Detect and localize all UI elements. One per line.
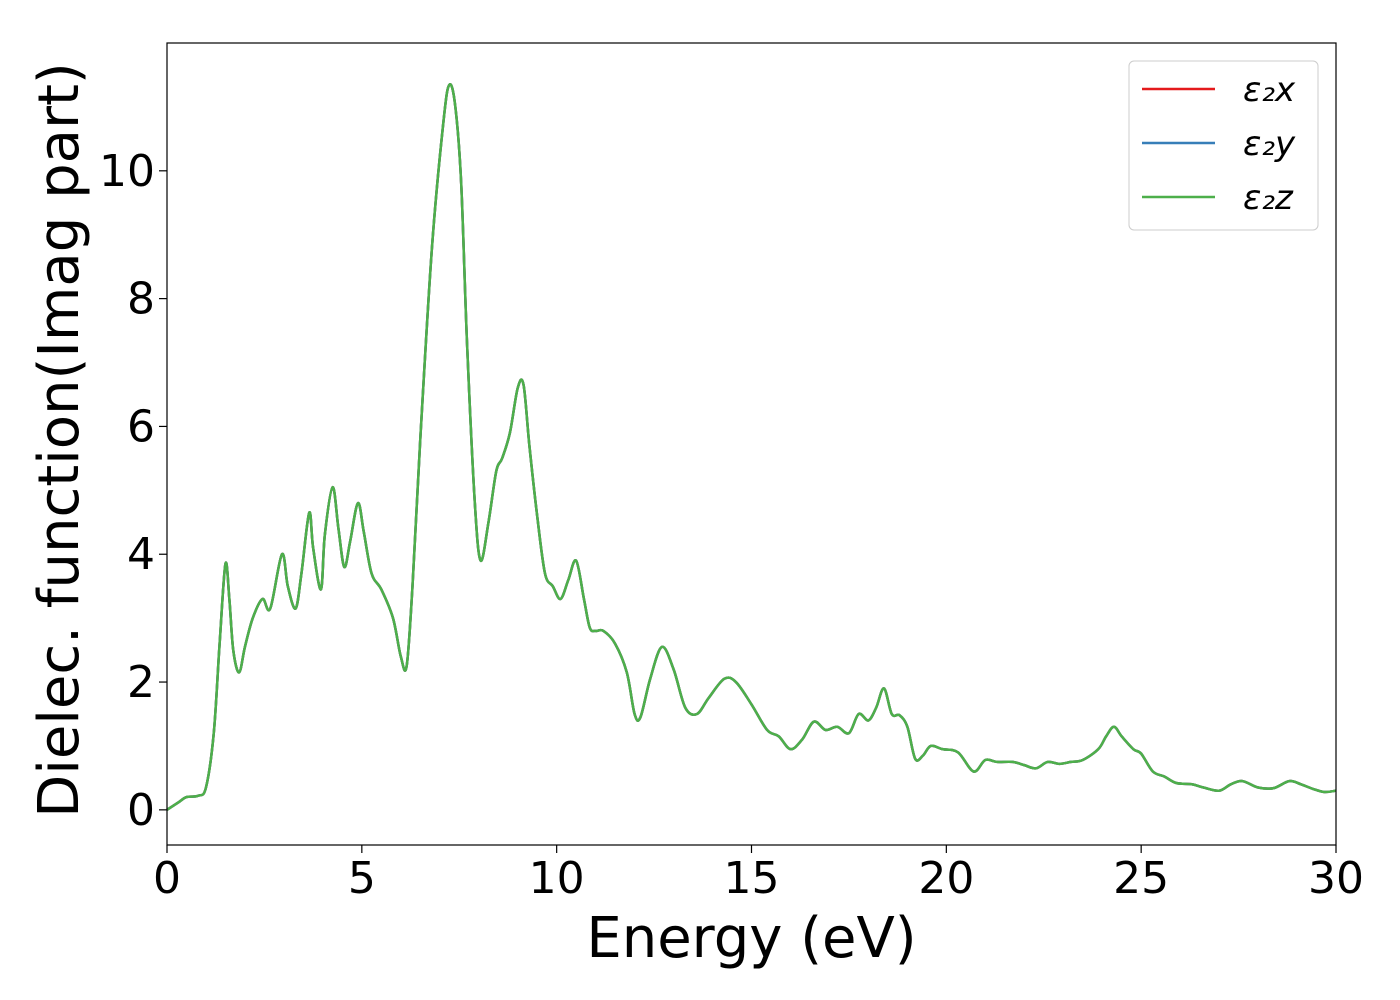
y-tick-label: 4 [127,529,155,580]
legend-label-3: ε₂z [1243,178,1294,218]
x-axis-title: Energy (eV) [586,906,916,971]
plot-area [166,42,1337,846]
y-tick-label: 0 [127,785,155,836]
legend-box [1128,60,1319,231]
legend-label-1: ε₂x [1243,70,1296,110]
x-axis: 0 5 10 15 20 25 30 [153,845,1364,904]
x-tick-label: 0 [153,853,181,904]
x-tick-label: 20 [918,853,974,904]
legend-items: ε₂x ε₂y ε₂z [1142,70,1296,218]
y-axis-title: Dielec. function(Imag part) [27,62,92,818]
y-axis: 0 2 4 6 8 10 [99,146,167,836]
legend: ε₂x ε₂y ε₂z [1128,60,1319,231]
x-tick-label: 25 [1113,853,1169,904]
x-tick-label: 10 [529,853,585,904]
series-line-3 [166,82,1337,811]
y-tick-label: 2 [127,657,155,708]
x-tick-label: 5 [348,853,376,904]
legend-label-2: ε₂y [1243,124,1296,164]
y-tick-label: 6 [127,401,155,452]
x-tick-label: 15 [724,853,780,904]
x-tick-label: 30 [1308,853,1364,904]
series-layer [166,82,1337,811]
y-tick-label: 8 [127,274,155,325]
y-tick-label: 10 [99,146,155,197]
